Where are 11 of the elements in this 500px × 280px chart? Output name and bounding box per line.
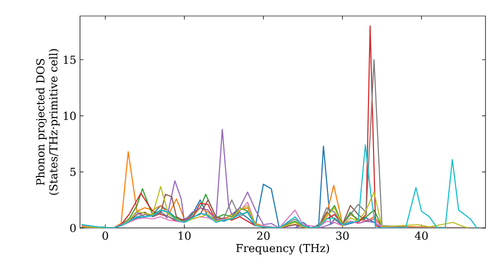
x-tick-label: 10	[178, 232, 191, 240]
x-tick-label: 30	[336, 232, 349, 240]
x-tick-label: 20	[257, 232, 270, 240]
y-tick-label: 10	[64, 112, 76, 120]
x-tick-label: 40	[414, 232, 428, 240]
y-tick-label: 15	[64, 56, 76, 64]
x-tick-label: 0	[102, 232, 108, 240]
y-axis-title: Phonon projected DOS (States/THz·primitive cell)	[36, 49, 60, 195]
y-tick-label: 5	[70, 168, 76, 176]
y-tick-label: 0	[70, 224, 76, 232]
x-axis-title: Frequency (THz)	[236, 244, 330, 255]
